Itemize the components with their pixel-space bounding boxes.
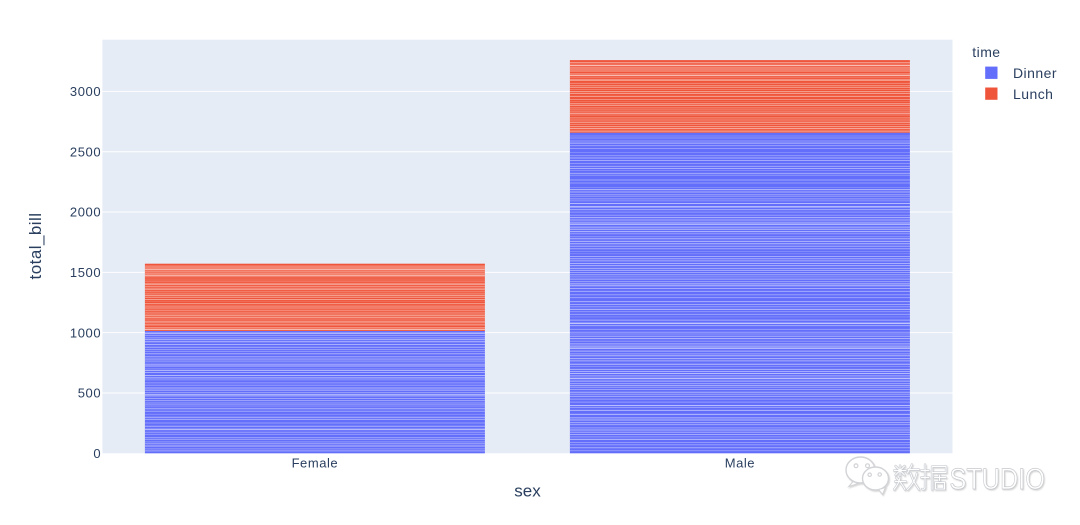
svg-text:0: 0 xyxy=(93,446,101,461)
svg-text:1500: 1500 xyxy=(70,265,101,280)
svg-text:total_bill: total_bill xyxy=(26,213,45,280)
svg-text:Male: Male xyxy=(725,455,755,470)
svg-text:STUDIO: STUDIO xyxy=(950,463,1046,496)
svg-text:time: time xyxy=(972,44,1000,60)
svg-text:Lunch: Lunch xyxy=(1013,86,1053,102)
svg-text:500: 500 xyxy=(78,386,102,401)
svg-text:Female: Female xyxy=(292,455,339,470)
svg-text:3000: 3000 xyxy=(70,84,101,99)
svg-text:sex: sex xyxy=(514,482,541,501)
svg-text:2000: 2000 xyxy=(70,205,101,220)
svg-text:2500: 2500 xyxy=(70,144,101,159)
svg-text:1000: 1000 xyxy=(70,325,101,340)
svg-text:Dinner: Dinner xyxy=(1013,65,1057,81)
